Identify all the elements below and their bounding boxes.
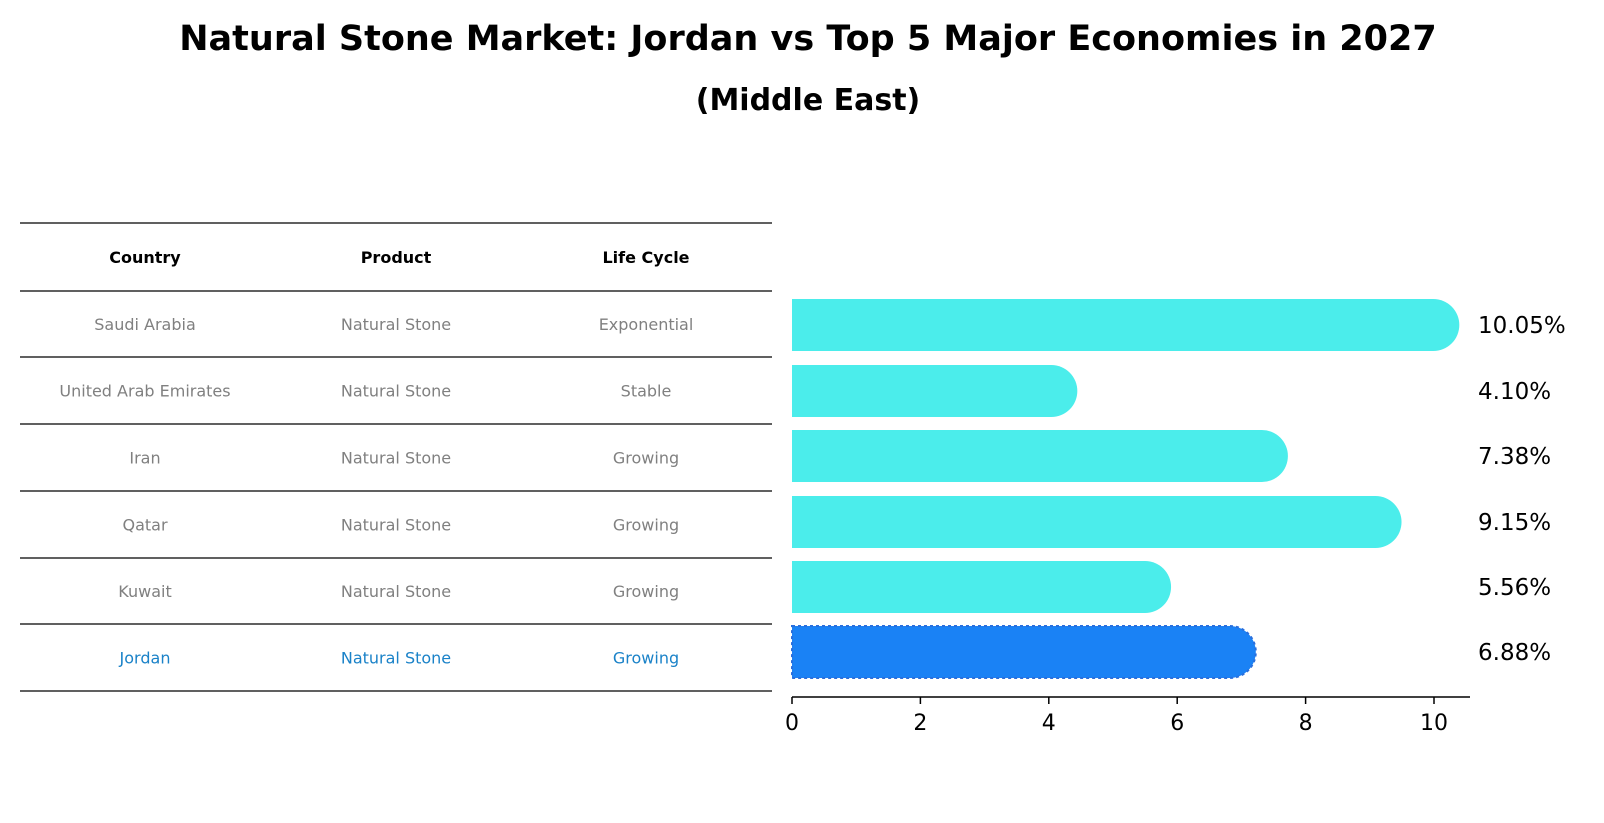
- bar-united-arab-emirates: [792, 365, 1078, 417]
- table-cell: Natural Stone: [341, 449, 451, 468]
- table-cell: Exponential: [599, 315, 694, 334]
- data-label: 7.38%: [1478, 444, 1551, 470]
- bar-iran: [792, 430, 1288, 482]
- chart-title: Natural Stone Market: Jordan vs Top 5 Ma…: [179, 19, 1436, 59]
- table-cell: Natural Stone: [341, 516, 451, 535]
- table-header: Life Cycle: [602, 248, 689, 267]
- table-cell: United Arab Emirates: [59, 382, 230, 401]
- x-tick-label: 0: [785, 711, 799, 736]
- table-cell: Natural Stone: [341, 649, 451, 668]
- bar-series: 10.05% 4.10% 7.38% 9.15% 5.56% 6.88%: [791, 299, 1566, 679]
- table-cell: Growing: [613, 582, 679, 601]
- table-cell: Iran: [129, 449, 160, 468]
- x-tick-label: 2: [913, 711, 927, 736]
- x-tick-label: 6: [1170, 711, 1184, 736]
- data-label: 4.10%: [1478, 379, 1551, 405]
- chart-subtitle: (Middle East): [696, 83, 921, 118]
- table-cell: Jordan: [119, 649, 171, 668]
- table-cell: Stable: [621, 382, 672, 401]
- x-axis: 0 2 4 6 8 10: [785, 696, 1470, 736]
- data-label: 9.15%: [1478, 510, 1551, 536]
- data-table: Country Product Life Cycle Saudi Arabia Natu…: [20, 222, 772, 692]
- table-cell: Natural Stone: [341, 315, 451, 334]
- table-cell: Kuwait: [118, 582, 171, 601]
- table-cell: Natural Stone: [341, 382, 451, 401]
- x-tick-label: 4: [1042, 711, 1056, 736]
- table-cell: Saudi Arabia: [94, 315, 196, 334]
- table-cell: Qatar: [122, 516, 167, 535]
- bar-qatar: [792, 496, 1402, 548]
- bar-kuwait: [792, 561, 1172, 613]
- data-label: 10.05%: [1478, 313, 1566, 339]
- bar-jordan: [791, 625, 1257, 679]
- data-label: 6.88%: [1478, 640, 1551, 666]
- table-header: Country: [109, 248, 181, 267]
- bar-saudi-arabia: [792, 299, 1460, 351]
- table-header: Product: [361, 248, 432, 267]
- x-tick-label: 10: [1420, 711, 1448, 736]
- table-cell: Natural Stone: [341, 582, 451, 601]
- table-cell: Growing: [613, 516, 679, 535]
- table-cell: Growing: [613, 449, 679, 468]
- x-tick-label: 8: [1299, 711, 1313, 736]
- table-cell: Growing: [613, 649, 679, 668]
- data-label: 5.56%: [1478, 575, 1551, 601]
